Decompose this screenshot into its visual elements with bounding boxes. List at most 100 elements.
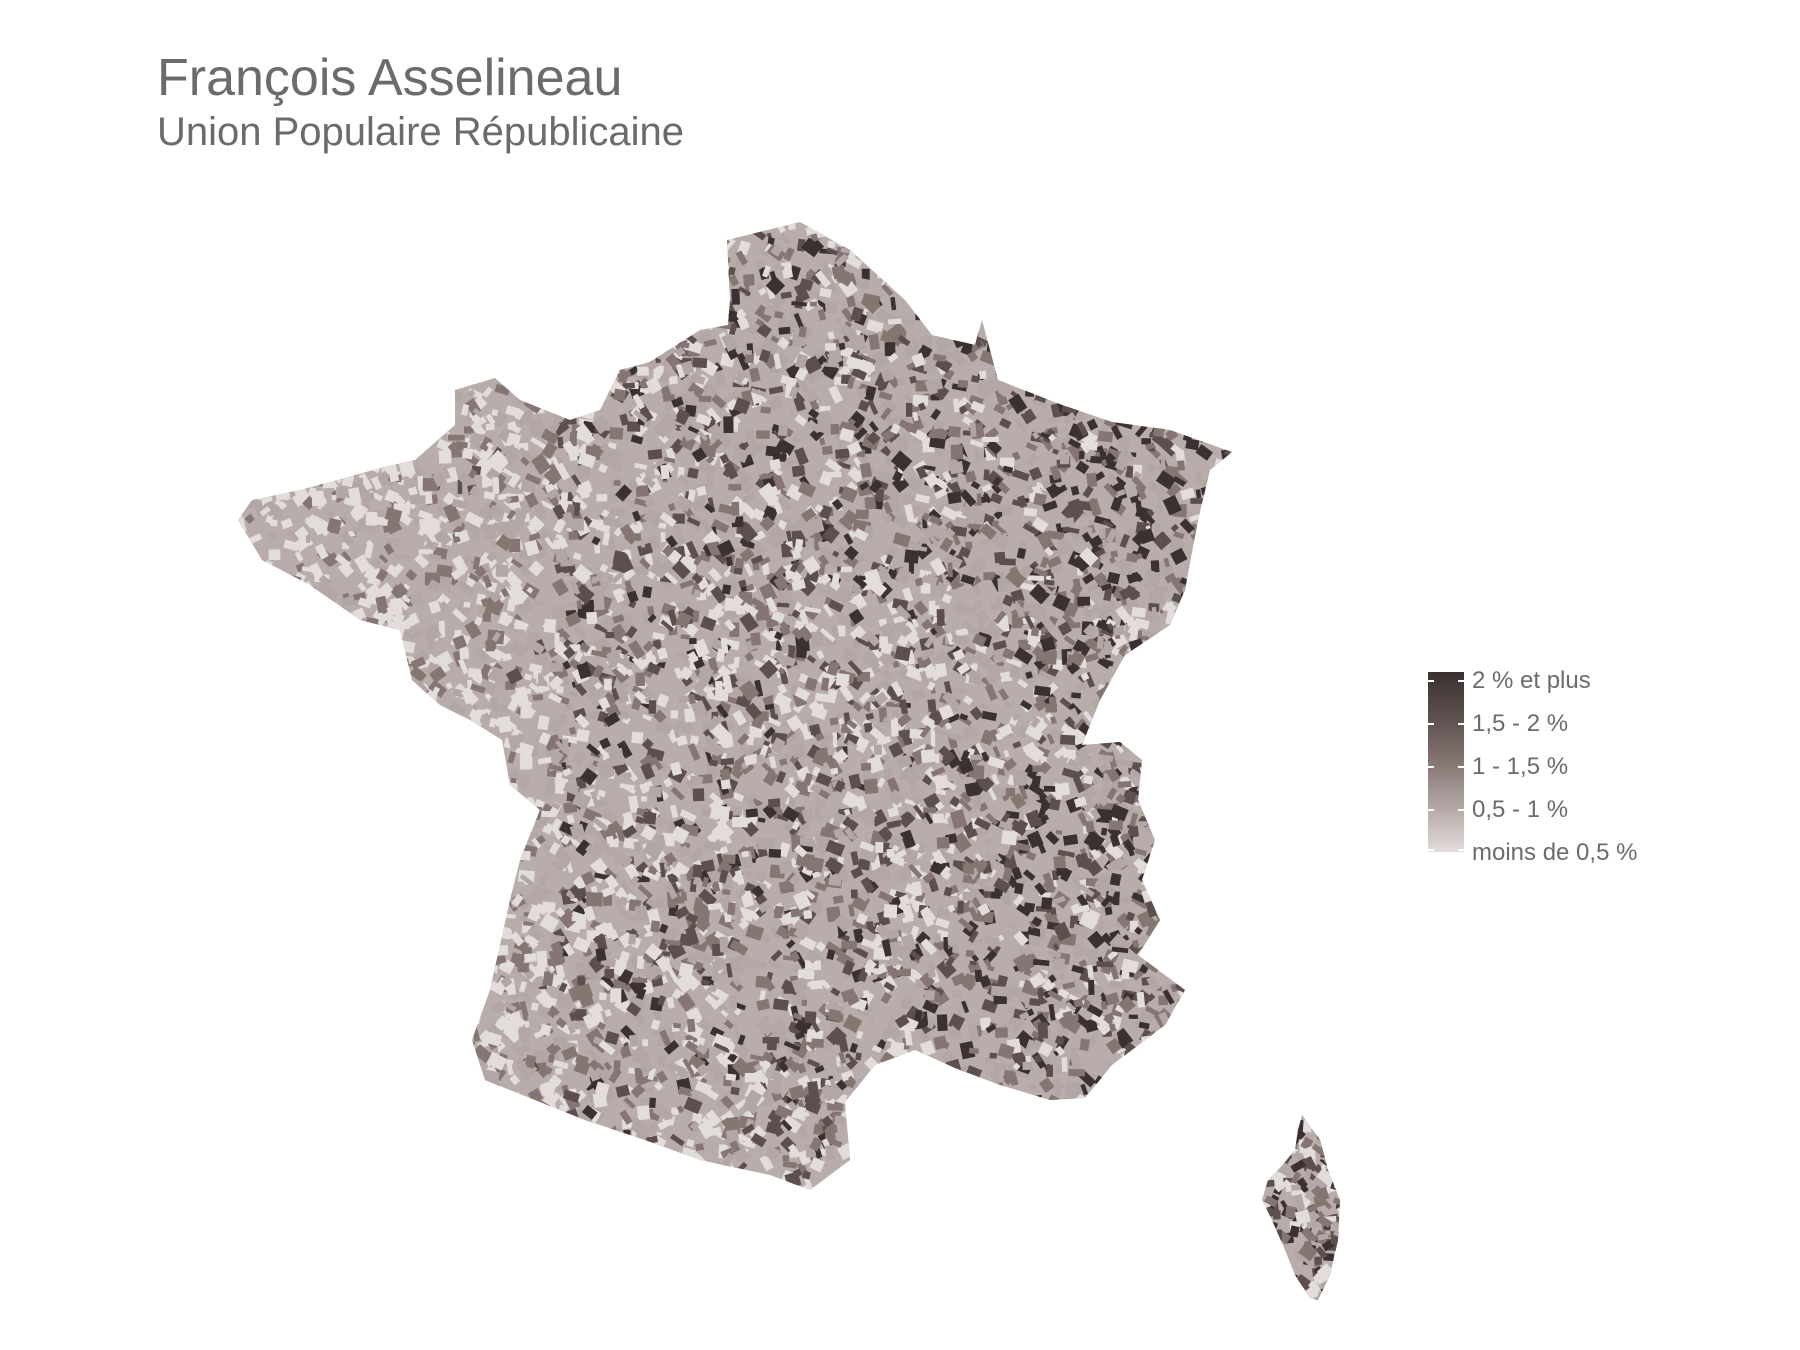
commune-cell [298,1117,314,1134]
commune-cell [1128,255,1139,270]
commune-cell [328,1127,347,1146]
commune-cell [1116,1145,1125,1154]
commune-cell [1158,848,1170,861]
commune-cell [457,1101,465,1110]
commune-cell [377,922,398,942]
commune-cell [465,824,473,833]
commune-cell [1196,392,1208,409]
commune-cell [642,866,661,882]
commune-cell [605,631,615,639]
commune-cell [441,1020,461,1041]
commune-cell [359,680,373,694]
commune-cell [437,832,455,849]
commune-cell [434,967,442,975]
commune-cell [1047,336,1058,346]
commune-cell [288,263,301,278]
commune-cell [1235,246,1253,260]
commune-cell [485,1187,496,1190]
commune-cell [272,708,286,716]
commune-cell [238,821,245,837]
commune-cell [222,1190,237,1206]
commune-cell [1036,1126,1052,1143]
commune-cell [416,261,429,279]
commune-cell [350,876,364,889]
commune-cell [238,556,245,570]
commune-cell [1183,944,1192,962]
commune-cell [911,1150,926,1168]
commune-cell [1233,821,1239,827]
commune-cell [731,501,740,516]
commune-cell [278,581,299,602]
commune-cell [890,1194,899,1203]
commune-cell [1070,380,1088,398]
commune-cell [1112,1158,1133,1178]
commune-cell [1112,375,1126,390]
commune-cell [238,1105,245,1119]
commune-cell [849,1140,862,1152]
commune-cell [262,1068,275,1077]
commune-cell [340,454,358,472]
commune-cell [1172,1056,1179,1064]
commune-cell [1098,1176,1113,1190]
commune-cell [346,743,364,759]
commune-cell [655,255,664,265]
commune-cell [243,545,253,555]
commune-cell [517,296,537,313]
commune-cell [1230,562,1232,573]
commune-cell [1167,808,1187,826]
commune-cell [925,1087,942,1096]
commune-cell [969,439,985,448]
commune-cell [310,934,324,948]
commune-cell [350,1096,359,1105]
commune-cell [871,1134,891,1150]
commune-cell [1185,1071,1200,1082]
commune-cell [242,749,259,764]
commune-cell [1184,1183,1189,1190]
commune-cell [1167,1176,1179,1185]
commune-cell [894,414,911,424]
commune-cell [372,397,388,411]
commune-cell [302,1060,322,1080]
commune-cell [295,388,312,404]
commune-cell [268,232,287,249]
commune-cell [847,1120,866,1139]
commune-cell [1055,1155,1071,1170]
commune-cell [1162,1153,1172,1163]
commune-cell [335,336,354,355]
commune-cell [841,790,862,810]
commune-cell [1174,1024,1188,1038]
commune-cell [994,305,1002,315]
commune-cell [428,321,445,337]
commune-cell [490,873,506,893]
commune-cell [238,704,248,723]
commune-cell [270,601,282,609]
commune-cell [1235,587,1242,601]
commune-cell [262,1136,273,1149]
commune-cell [425,883,437,898]
commune-cell [1178,1022,1186,1036]
commune-cell [663,1174,673,1184]
commune-cell [490,300,500,312]
commune-cell [312,357,323,369]
commune-cell [1148,366,1159,377]
commune-cell [426,285,439,295]
commune-cell [897,667,913,682]
commune-cell [711,1173,726,1188]
commune-cell [1161,390,1176,404]
commune-cell [289,714,302,727]
commune-cell [1218,689,1231,703]
commune-cell [410,870,429,886]
commune-cell [1189,854,1209,875]
commune-cell [338,1007,347,1017]
commune-cell [1082,572,1095,585]
commune-cell [321,605,333,619]
commune-cell [1063,1101,1080,1118]
commune-cell [296,584,306,602]
commune-cell [718,503,735,515]
commune-cell [409,704,425,718]
commune-cell [1198,418,1212,435]
commune-cell [433,1099,448,1116]
commune-cell [297,683,307,698]
commune-cell [618,317,636,328]
commune-cell [358,1028,373,1042]
